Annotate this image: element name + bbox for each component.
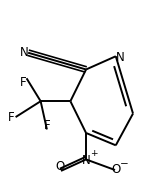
Text: −: − — [120, 159, 128, 169]
Text: N: N — [82, 154, 90, 167]
Text: O: O — [55, 160, 65, 173]
Text: F: F — [20, 76, 27, 89]
Text: +: + — [90, 149, 98, 158]
Text: O: O — [111, 163, 121, 176]
Text: F: F — [8, 111, 15, 124]
Text: F: F — [44, 119, 50, 132]
Text: N: N — [20, 46, 29, 59]
Text: N: N — [116, 51, 125, 64]
